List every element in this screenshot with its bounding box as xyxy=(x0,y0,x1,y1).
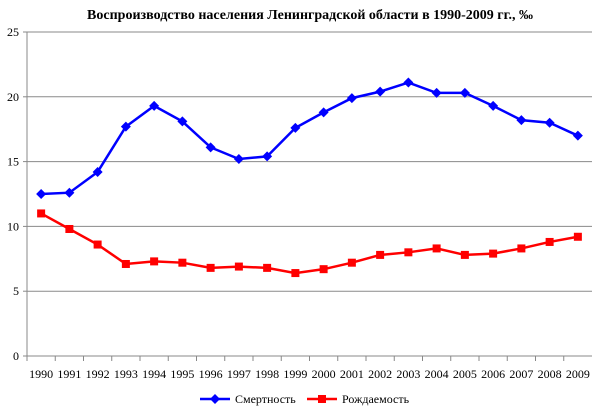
data-point xyxy=(290,122,301,133)
data-point xyxy=(516,115,527,126)
x-tick-label: 1999 xyxy=(283,367,307,381)
data-point xyxy=(37,209,46,218)
data-point xyxy=(347,258,356,267)
data-point xyxy=(36,189,47,199)
data-point xyxy=(572,130,583,141)
data-point xyxy=(291,269,300,278)
series-line-0 xyxy=(41,81,579,196)
x-tick-label: 2009 xyxy=(566,367,590,381)
data-point xyxy=(263,263,272,272)
y-tick-label: 10 xyxy=(7,219,19,233)
x-tick-label: 2006 xyxy=(481,367,505,381)
data-point xyxy=(92,166,103,177)
x-tick-label: 1997 xyxy=(227,367,251,381)
data-point xyxy=(177,116,188,127)
data-point xyxy=(489,249,498,258)
x-tick-label: 1992 xyxy=(86,367,110,381)
data-point xyxy=(178,258,187,267)
data-point xyxy=(121,259,130,268)
data-point xyxy=(517,244,526,253)
data-point xyxy=(404,248,413,257)
data-point xyxy=(431,87,442,98)
data-point xyxy=(459,87,470,98)
data-point xyxy=(210,394,220,404)
y-tick-label: 5 xyxy=(13,284,19,298)
legend-label: Смертность xyxy=(235,392,296,406)
data-point xyxy=(375,86,386,97)
x-tick-label: 2001 xyxy=(340,367,364,381)
y-tick-label: 0 xyxy=(13,349,19,363)
data-point xyxy=(234,262,243,271)
x-tick-label: 1994 xyxy=(142,367,166,381)
data-point xyxy=(206,263,215,272)
data-point xyxy=(120,121,131,132)
y-tick-label: 25 xyxy=(7,25,19,39)
series-line-1 xyxy=(40,212,579,275)
data-point xyxy=(460,250,469,259)
data-point xyxy=(150,257,159,266)
x-tick-label: 1996 xyxy=(199,367,223,381)
data-point xyxy=(205,142,216,153)
x-tick-label: 1990 xyxy=(29,367,53,381)
y-tick-label: 15 xyxy=(7,155,19,169)
data-point xyxy=(403,77,414,88)
legend-label: Рождаемость xyxy=(342,392,410,406)
data-point xyxy=(93,240,102,249)
x-tick-label: 1991 xyxy=(57,367,81,381)
data-point xyxy=(65,224,74,233)
data-point xyxy=(432,244,441,253)
x-tick-label: 2005 xyxy=(453,367,477,381)
data-point xyxy=(319,265,328,274)
data-point xyxy=(573,232,582,241)
data-point xyxy=(376,250,385,259)
data-point xyxy=(64,187,75,198)
x-tick-label: 1993 xyxy=(114,367,138,381)
x-tick-label: 1998 xyxy=(255,367,279,381)
data-point xyxy=(488,100,499,111)
y-tick-label: 20 xyxy=(7,90,19,104)
x-tick-label: 2008 xyxy=(538,367,562,381)
data-point xyxy=(346,93,357,104)
x-tick-label: 2004 xyxy=(425,367,449,381)
x-tick-label: 1995 xyxy=(170,367,194,381)
x-tick-label: 2007 xyxy=(509,367,533,381)
chart-title: Воспроизводство населения Ленинградской … xyxy=(87,8,533,23)
data-point xyxy=(544,117,555,128)
x-tick-label: 2003 xyxy=(396,367,420,381)
data-point xyxy=(233,154,244,165)
data-point xyxy=(262,151,273,162)
data-point xyxy=(149,100,160,111)
data-point xyxy=(318,395,326,403)
x-tick-label: 2002 xyxy=(368,367,392,381)
x-tick-label: 2000 xyxy=(312,367,336,381)
data-point xyxy=(318,107,329,118)
data-point xyxy=(545,237,554,246)
